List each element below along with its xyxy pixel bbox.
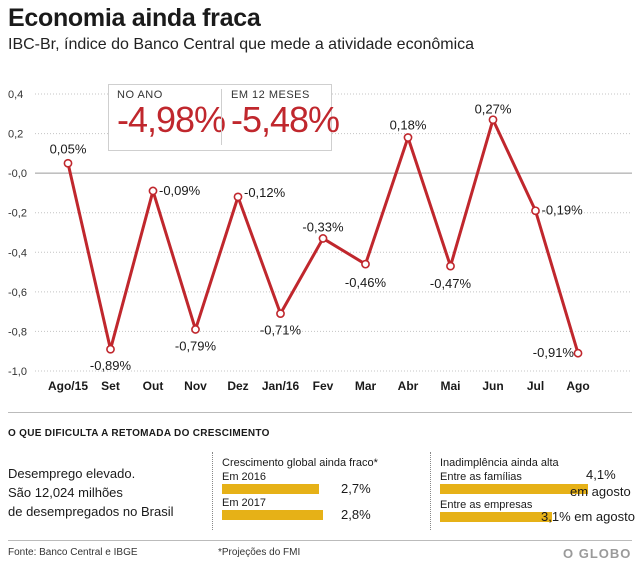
default-companies-value: 3,1% em agosto xyxy=(541,509,635,524)
chart-title: Economia ainda fraca xyxy=(8,4,261,32)
data-point-marker xyxy=(191,325,200,334)
x-tick-label: Set xyxy=(101,379,120,393)
data-point-marker xyxy=(361,259,370,269)
x-tick-label: Jan/16 xyxy=(262,379,300,393)
stat-divider xyxy=(221,89,222,145)
data-point-marker xyxy=(531,206,540,216)
default-families-value: 4,1% xyxy=(586,467,616,482)
x-tick-label: Jul xyxy=(527,379,544,393)
y-tick-label: -0,0 xyxy=(8,168,27,180)
x-tick-label: Out xyxy=(143,379,164,393)
data-point-marker xyxy=(446,261,455,271)
column-divider xyxy=(212,452,214,530)
x-tick-label: Fev xyxy=(313,379,334,393)
data-label: 0,18% xyxy=(390,118,427,133)
column-divider xyxy=(430,452,432,530)
data-label: -0,12% xyxy=(244,185,286,200)
default-families-label: Entre as famílias xyxy=(440,471,522,483)
data-label: -0,89% xyxy=(90,358,132,373)
x-tick-label: Dez xyxy=(227,379,248,393)
data-label: 0,27% xyxy=(475,102,512,117)
x-tick-label: Ago/15 xyxy=(48,379,88,393)
data-label: -0,47% xyxy=(430,276,472,291)
y-tick-label: 0,2 xyxy=(8,129,23,141)
data-point-marker xyxy=(148,186,158,196)
y-tick-label: -0,4 xyxy=(8,247,27,259)
data-point-marker xyxy=(573,348,583,358)
y-tick-label: -0,2 xyxy=(8,208,27,220)
data-point-marker xyxy=(233,192,243,202)
x-tick-label: Mai xyxy=(440,379,460,393)
data-label: -0,46% xyxy=(345,275,387,290)
growth-2016-bar xyxy=(222,484,320,494)
y-tick-label: -0,8 xyxy=(8,326,27,338)
x-tick-label: Nov xyxy=(184,379,207,393)
growth-2017-bar xyxy=(222,510,323,520)
default-companies-bar xyxy=(440,512,552,522)
growth-2017-label: Em 2017 xyxy=(222,497,267,509)
x-tick-label: Ago xyxy=(566,379,589,393)
data-point-marker xyxy=(403,133,413,142)
imf-footnote: *Projeções do FMI xyxy=(218,547,301,558)
year-stat-value: -4,98% xyxy=(117,99,226,140)
default-families-suffix: em agosto xyxy=(570,484,631,499)
data-point-marker xyxy=(276,309,285,319)
footer-divider xyxy=(8,540,632,541)
x-tick-label: Mar xyxy=(355,379,377,393)
growth-2017-value: 2,8% xyxy=(341,507,371,522)
year-stat: NO ANO -4,98% xyxy=(117,89,226,141)
section-divider xyxy=(8,412,632,413)
unemployment-line-3: de desempregados no Brasil xyxy=(8,504,174,519)
x-tick-label: Jun xyxy=(482,379,503,393)
data-label: -0,79% xyxy=(175,338,217,353)
data-point-marker xyxy=(106,344,115,354)
twelve-month-stat: EM 12 MESES -5,48% xyxy=(231,89,340,141)
data-label: -0,33% xyxy=(302,219,344,234)
chart-subtitle: IBC-Br, índice do Banco Central que mede… xyxy=(8,36,475,53)
default-companies-label: Entre as empresas xyxy=(440,499,533,511)
x-tick-label: Abr xyxy=(398,379,419,393)
data-label: -0,71% xyxy=(260,323,302,338)
data-point-marker xyxy=(63,158,73,168)
summary-stats-box: NO ANO -4,98% EM 12 MESES -5,48% xyxy=(108,84,340,151)
section-title: O QUE DIFICULTA A RETOMADA DO CRESCIMENT… xyxy=(8,428,270,439)
data-point-marker xyxy=(488,115,498,125)
data-label: -0,19% xyxy=(542,203,584,218)
o-globo-logo: O GLOBO xyxy=(563,546,632,561)
source-note: Fonte: Banco Central e IBGE xyxy=(8,547,138,558)
twelve-month-stat-value: -5,48% xyxy=(231,99,340,140)
growth-title: Crescimento global ainda fraco* xyxy=(222,457,378,469)
y-tick-label: -0,6 xyxy=(8,287,27,299)
data-point-marker xyxy=(318,234,328,243)
unemployment-line-2: São 12,024 milhões xyxy=(8,485,123,500)
unemployment-line-1: Desemprego elevado. xyxy=(8,466,136,481)
data-label: -0,09% xyxy=(159,183,201,198)
unemployment-block: Desemprego elevado. São 12,024 milhões d… xyxy=(8,464,174,521)
y-tick-label: -1,0 xyxy=(8,366,27,378)
growth-2016-value: 2,7% xyxy=(341,481,371,496)
growth-2016-label: Em 2016 xyxy=(222,471,267,483)
y-tick-label: 0,4 xyxy=(8,89,23,101)
twelve-month-stat-label: EM 12 MESES xyxy=(231,89,310,101)
ibc-br-line-chart: 0,4 0,2 -0,0 -0,2 -0,4 -0,6 -0,8 -1,0 Ago/15 Set O… xyxy=(8,89,632,393)
data-label: 0,05% xyxy=(50,141,87,156)
year-stat-label: NO ANO xyxy=(117,89,163,101)
data-label: -0,91% xyxy=(533,345,575,360)
default-title: Inadimplência ainda alta xyxy=(440,457,559,469)
default-families-bar xyxy=(440,484,588,494)
